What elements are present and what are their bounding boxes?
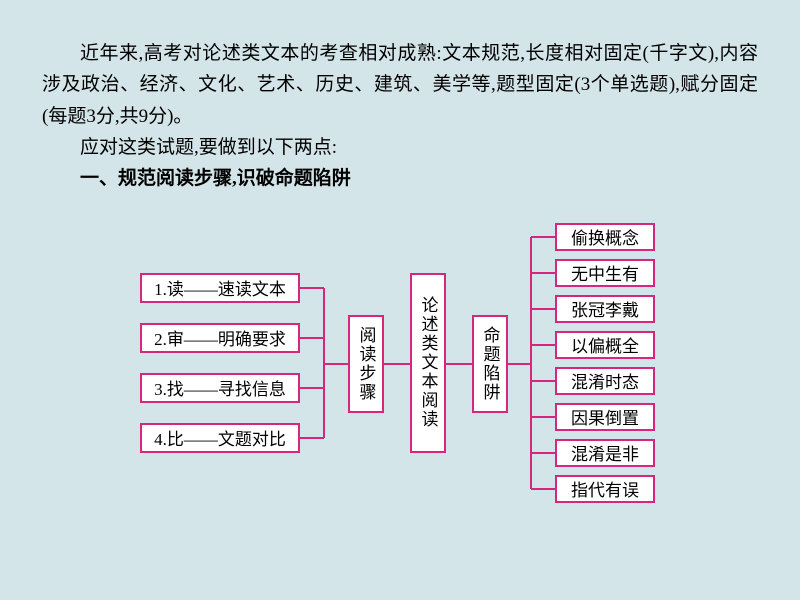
trap-box-4: 混淆时态: [555, 367, 655, 395]
trap-box-0: 偷换概念: [555, 223, 655, 251]
trap-box-2: 张冠李戴: [555, 295, 655, 323]
center-node-2: 命题陷阱: [472, 315, 508, 413]
trap-box-3: 以偏概全: [555, 331, 655, 359]
center-node-1: 论述类文本阅读: [410, 273, 446, 453]
intro-paragraph-1: 近年来,高考对论述类文本的考查相对成熟:文本规范,长度相对固定(千字文),内容涉…: [42, 38, 758, 132]
step-box-2: 3.找——寻找信息: [140, 373, 300, 403]
center-node-0: 阅读步骤: [348, 315, 384, 413]
step-box-0: 1.读——速读文本: [140, 273, 300, 303]
step-box-3: 4.比——文题对比: [140, 423, 300, 453]
trap-box-1: 无中生有: [555, 259, 655, 287]
intro-paragraph-2: 应对这类试题,要做到以下两点:: [42, 132, 758, 163]
trap-box-6: 混淆是非: [555, 439, 655, 467]
trap-box-5: 因果倒置: [555, 403, 655, 431]
section-heading: 一、规范阅读步骤,识破命题陷阱: [42, 163, 758, 194]
step-box-1: 2.审——明确要求: [140, 323, 300, 353]
trap-box-7: 指代有误: [555, 475, 655, 503]
flowchart-diagram: 1.读——速读文本 2.审——明确要求 3.找——寻找信息 4.比——文题对比 阅读步骤…: [130, 205, 670, 525]
